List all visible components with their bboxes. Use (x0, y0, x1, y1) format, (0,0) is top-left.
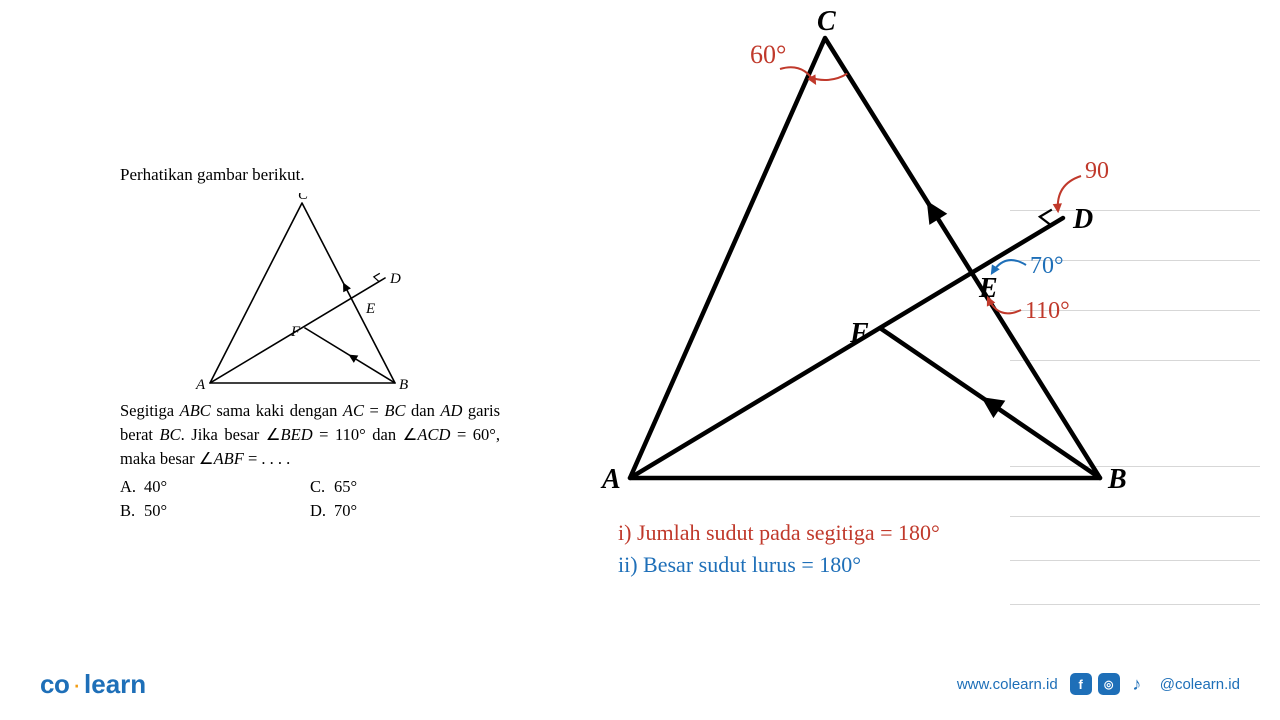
tiktok-icon: ♪ (1126, 673, 1148, 695)
options-col-1: A.40° B.50° (120, 475, 310, 523)
svg-text:A: A (195, 377, 206, 393)
svg-text:E: E (365, 301, 375, 317)
note-ii: ii) Besar sudut lurus = 180° (618, 552, 1238, 578)
option-a: A.40° (120, 475, 310, 499)
instagram-icon: ◎ (1098, 673, 1120, 695)
note-i: i) Jumlah sudut pada segitiga = 180° (618, 520, 1238, 546)
options: A.40° B.50° C.65° D.70° (120, 475, 500, 523)
logo-dot-icon: · (69, 669, 84, 700)
footer-right: www.colearn.id f ◎ ♪ @colearn.id (957, 673, 1240, 695)
footer-handle: @colearn.id (1160, 676, 1240, 693)
facebook-icon: f (1070, 673, 1092, 695)
svg-text:C: C (817, 8, 836, 37)
option-b: B.50° (120, 499, 310, 523)
prompt-text: Perhatikan gambar berikut. (120, 165, 500, 185)
small-diagram: A B C DE F (190, 193, 430, 393)
option-d: D.70° (310, 499, 500, 523)
options-col-2: C.65° D.70° (310, 475, 500, 523)
svg-text:C: C (298, 193, 309, 203)
svg-text:F: F (290, 324, 301, 340)
option-c: C.65° (310, 475, 500, 499)
logo-co: co (40, 669, 69, 700)
footer: co · learn www.colearn.id f ◎ ♪ @colearn… (0, 666, 1280, 702)
logo-learn: learn (84, 669, 146, 700)
footer-url: www.colearn.id (957, 676, 1058, 693)
svg-text:A: A (600, 464, 621, 495)
svg-text:D: D (389, 271, 401, 287)
svg-text:B: B (399, 377, 408, 393)
svg-text:B: B (1107, 464, 1127, 495)
page: Perhatikan gambar berikut. ABCDEF Segiti… (0, 0, 1280, 720)
svg-text:60°: 60° (750, 40, 786, 69)
handwritten-notes: i) Jumlah sudut pada segitiga = 180° ii)… (618, 520, 1238, 578)
svg-text:110°: 110° (1025, 298, 1070, 324)
svg-text:70°: 70° (1030, 253, 1064, 279)
big-diagram: ABCDEF60°9070°110° (590, 8, 1230, 508)
svg-text:D: D (1072, 204, 1093, 235)
problem-body: Segitiga ABC sama kaki dengan AC = BC da… (120, 399, 500, 471)
left-column: Perhatikan gambar berikut. A B C DE F Segiti… (120, 165, 500, 523)
svg-text:F: F (849, 318, 869, 349)
svg-text:90: 90 (1085, 158, 1109, 184)
social-icons: f ◎ ♪ (1070, 673, 1148, 695)
